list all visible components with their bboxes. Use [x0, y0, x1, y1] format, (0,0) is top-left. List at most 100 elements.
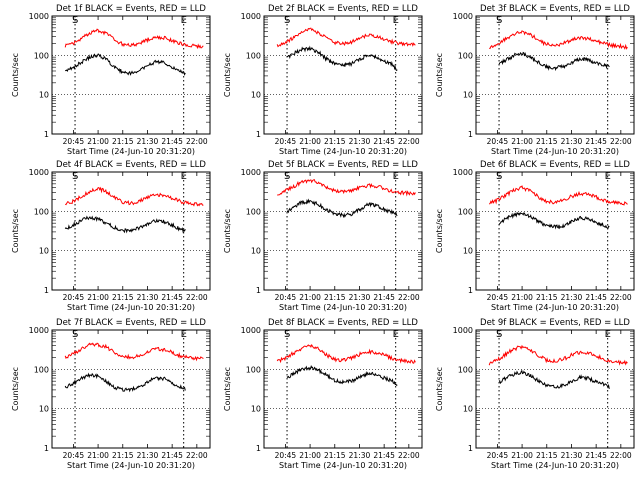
plot-frame — [475, 329, 635, 449]
x-tick-label: 21:15 — [112, 293, 134, 302]
x-tick-label: 21:30 — [137, 137, 159, 146]
x-tick-label: 21:00 — [511, 451, 533, 460]
series-line-black — [498, 212, 610, 230]
x-tick-label: 21:30 — [561, 451, 583, 460]
marker-label-E: E — [393, 15, 399, 26]
x-tick-label: 20:45 — [63, 293, 85, 302]
x-tick-label: 20:45 — [63, 137, 85, 146]
y-tick-label: 10 — [251, 91, 261, 100]
y-tick-label: 1000 — [29, 168, 49, 177]
series-line-black — [286, 198, 398, 219]
plot-frame — [263, 15, 423, 135]
x-tick-label: 21:00 — [511, 137, 533, 146]
x-tick-label: 21:15 — [324, 137, 346, 146]
y-tick-label: 1 — [256, 130, 261, 139]
x-tick-label: 21:00 — [299, 451, 321, 460]
x-tick-label: 21:45 — [373, 293, 395, 302]
chart-panel-6: Det 6f BLACK = Events, RED = LLD 1 10 100 10… — [435, 160, 635, 312]
y-tick-label: 1 — [44, 130, 49, 139]
x-tick-label: 20:45 — [275, 137, 297, 146]
x-tick-label: 21:30 — [349, 451, 371, 460]
plot-frame — [263, 171, 423, 291]
x-tick-label: 21:15 — [536, 451, 558, 460]
series-line-red — [276, 27, 416, 48]
x-tick-label: 21:15 — [324, 451, 346, 460]
y-tick-label: 10 — [463, 405, 473, 414]
marker-label-E: E — [181, 171, 187, 182]
y-tick-label: 1000 — [29, 326, 49, 335]
x-tick-label: 20:45 — [487, 137, 509, 146]
chart-title: Det 5f BLACK = Events, RED = LLD — [268, 160, 418, 170]
x-axis-title: Start Time (24-Jun-10 20:31:20) — [491, 303, 619, 312]
marker-label-S: S — [72, 329, 78, 340]
marker-label-S: S — [284, 329, 290, 340]
x-tick-label: 21:30 — [349, 293, 371, 302]
x-tick-label: 21:15 — [112, 451, 134, 460]
chart-title: Det 6f BLACK = Events, RED = LLD — [480, 160, 630, 170]
series-line-black — [498, 51, 610, 72]
y-tick-label: 100 — [246, 207, 261, 216]
series-line-red — [277, 178, 416, 197]
y-tick-label: 1000 — [241, 168, 261, 177]
x-tick-label: 21:45 — [585, 137, 607, 146]
x-tick-label: 21:45 — [585, 451, 607, 460]
marker-label-S: S — [496, 171, 502, 182]
series-line-black — [286, 45, 398, 72]
chart-title: Det 7f BLACK = Events, RED = LLD — [56, 318, 206, 328]
marker-label-S: S — [496, 329, 502, 340]
y-tick-label: 10 — [251, 405, 261, 414]
x-axis-title: Start Time (24-Jun-10 20:31:20) — [67, 303, 195, 312]
series-line-black — [286, 365, 398, 386]
y-tick-label: 10 — [463, 247, 473, 256]
x-axis-title: Start Time (24-Jun-10 20:31:20) — [279, 461, 407, 470]
x-tick-label: 22:00 — [398, 451, 420, 460]
marker-label-S: S — [284, 171, 290, 182]
marker-label-S: S — [284, 15, 290, 26]
x-tick-label: 21:00 — [87, 293, 109, 302]
marker-label-E: E — [181, 329, 187, 340]
y-tick-label: 100 — [458, 365, 473, 374]
x-tick-label: 21:45 — [373, 451, 395, 460]
plot-frame — [51, 15, 211, 135]
x-tick-label: 21:30 — [137, 293, 159, 302]
series-line-black — [64, 215, 186, 234]
x-tick-label: 21:45 — [585, 293, 607, 302]
marker-label-S: S — [72, 15, 78, 26]
chart-panel-9: Det 9f BLACK = Events, RED = LLD 1 10 100 10… — [435, 318, 635, 470]
x-tick-label: 22:00 — [610, 137, 632, 146]
marker-label-E: E — [393, 171, 399, 182]
y-axis-title: Counts/sec — [11, 209, 20, 253]
x-axis-title: Start Time (24-Jun-10 20:31:20) — [491, 147, 619, 156]
chart-title: Det 8f BLACK = Events, RED = LLD — [268, 318, 418, 328]
plot-frame — [51, 171, 211, 291]
marker-label-E: E — [393, 329, 399, 340]
series-line-red — [64, 28, 204, 50]
chart-panel-8: Det 8f BLACK = Events, RED = LLD 1 10 100 10… — [223, 318, 423, 470]
x-tick-label: 22:00 — [186, 293, 208, 302]
plot-frame — [51, 329, 211, 449]
series-line-red — [488, 344, 628, 366]
y-tick-label: 1000 — [241, 326, 261, 335]
y-tick-label: 1 — [468, 444, 473, 453]
y-axis-title: Counts/sec — [435, 53, 444, 97]
chart-title: Det 2f BLACK = Events, RED = LLD — [268, 4, 418, 14]
plot-frame — [475, 15, 635, 135]
series-line-red — [64, 342, 204, 362]
x-tick-label: 21:15 — [536, 293, 558, 302]
series-line-black — [64, 53, 186, 76]
x-tick-label: 21:00 — [87, 451, 109, 460]
y-axis-title: Counts/sec — [223, 209, 232, 253]
y-axis-title: Counts/sec — [435, 209, 444, 253]
x-tick-label: 21:30 — [561, 137, 583, 146]
y-tick-label: 100 — [34, 365, 49, 374]
x-tick-label: 21:45 — [161, 137, 183, 146]
plot-frame — [475, 171, 635, 291]
y-tick-label: 10 — [39, 405, 49, 414]
x-tick-label: 21:00 — [299, 293, 321, 302]
y-tick-label: 10 — [463, 91, 473, 100]
chart-panel-1: Det 1f BLACK = Events, RED = LLD 1 10 100 10… — [11, 4, 211, 156]
y-tick-label: 1 — [44, 444, 49, 453]
x-tick-label: 22:00 — [610, 451, 632, 460]
marker-label-E: E — [605, 329, 611, 340]
